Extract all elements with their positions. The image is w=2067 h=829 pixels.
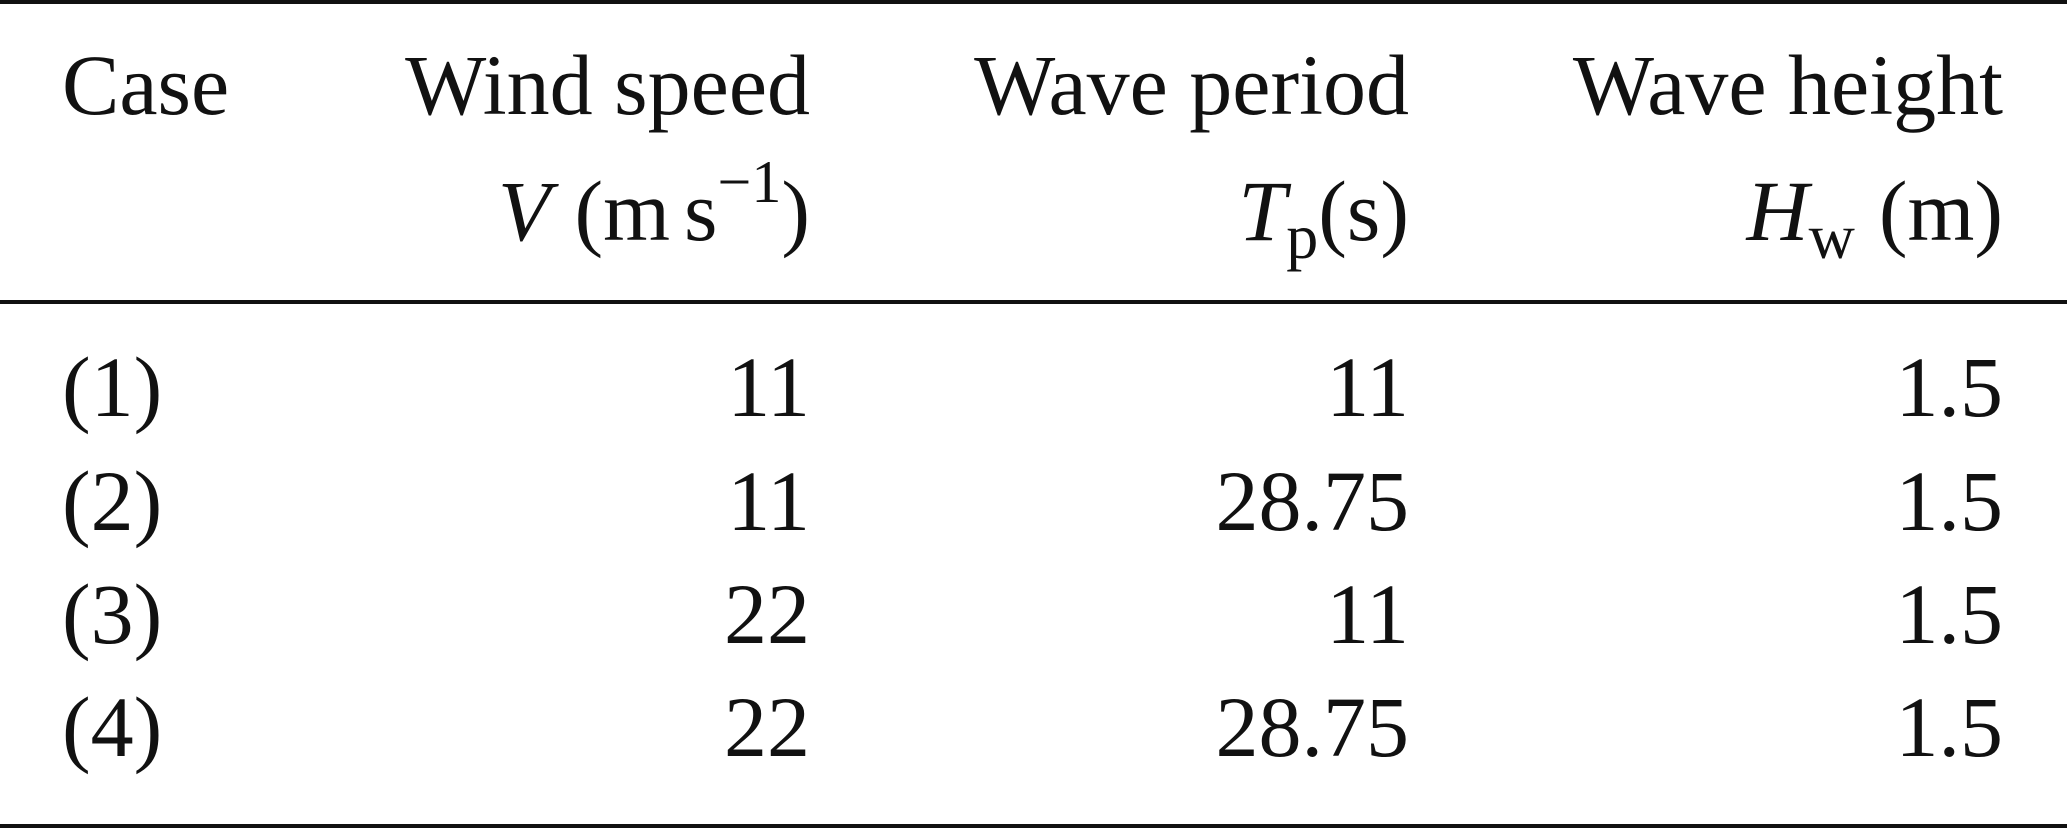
header-wave-height: Wave height: [1572, 37, 2003, 133]
wave-period-subscript: p: [1286, 201, 1319, 272]
row-4-wave-height: 1.5: [1895, 679, 2004, 775]
top-rule: [0, 0, 2067, 4]
row-3-wave-height: 1.5: [1895, 566, 2004, 662]
wind-speed-unit-close: ): [781, 163, 810, 259]
wave-height-unit: (m): [1878, 163, 2003, 259]
row-2-wave-period: 28.75: [1215, 453, 1410, 549]
row-4-wind-speed: 22: [724, 679, 810, 775]
header-wave-period-unit: Tp(s): [1238, 168, 1409, 269]
wind-speed-unit-s: s: [684, 163, 718, 259]
wind-speed-symbol: V: [497, 163, 551, 259]
header-wind-speed: Wind speed: [405, 37, 810, 133]
wave-period-symbol: T: [1238, 163, 1287, 259]
wave-height-subscript: w: [1808, 201, 1855, 272]
header-case: Case: [62, 37, 230, 133]
row-3-wind-speed: 22: [724, 566, 810, 662]
row-1-wave-height: 1.5: [1895, 339, 2004, 435]
header-rule: [0, 300, 2067, 304]
row-3-wave-period: 11: [1326, 566, 1409, 662]
row-2-wind-speed: 11: [727, 453, 810, 549]
wave-height-symbol: H: [1746, 163, 1809, 259]
wind-speed-unit-open: (m: [574, 163, 671, 259]
row-1-wave-period: 11: [1326, 339, 1409, 435]
row-4-case: (4): [62, 679, 163, 775]
bottom-rule: [0, 824, 2067, 828]
header-wind-speed-unit: V (m s−1): [498, 152, 810, 254]
row-3-case: (3): [62, 566, 163, 662]
header-wave-period: Wave period: [974, 37, 1409, 133]
row-1-case: (1): [62, 339, 163, 435]
wind-speed-unit-exponent: −1: [717, 149, 782, 215]
row-1-wind-speed: 11: [727, 339, 810, 435]
row-2-wave-height: 1.5: [1895, 453, 2004, 549]
header-wave-height-unit: Hw (m): [1747, 168, 2004, 269]
row-2-case: (2): [62, 453, 163, 549]
row-4-wave-period: 28.75: [1215, 679, 1410, 775]
wave-period-unit: (s): [1318, 163, 1409, 259]
